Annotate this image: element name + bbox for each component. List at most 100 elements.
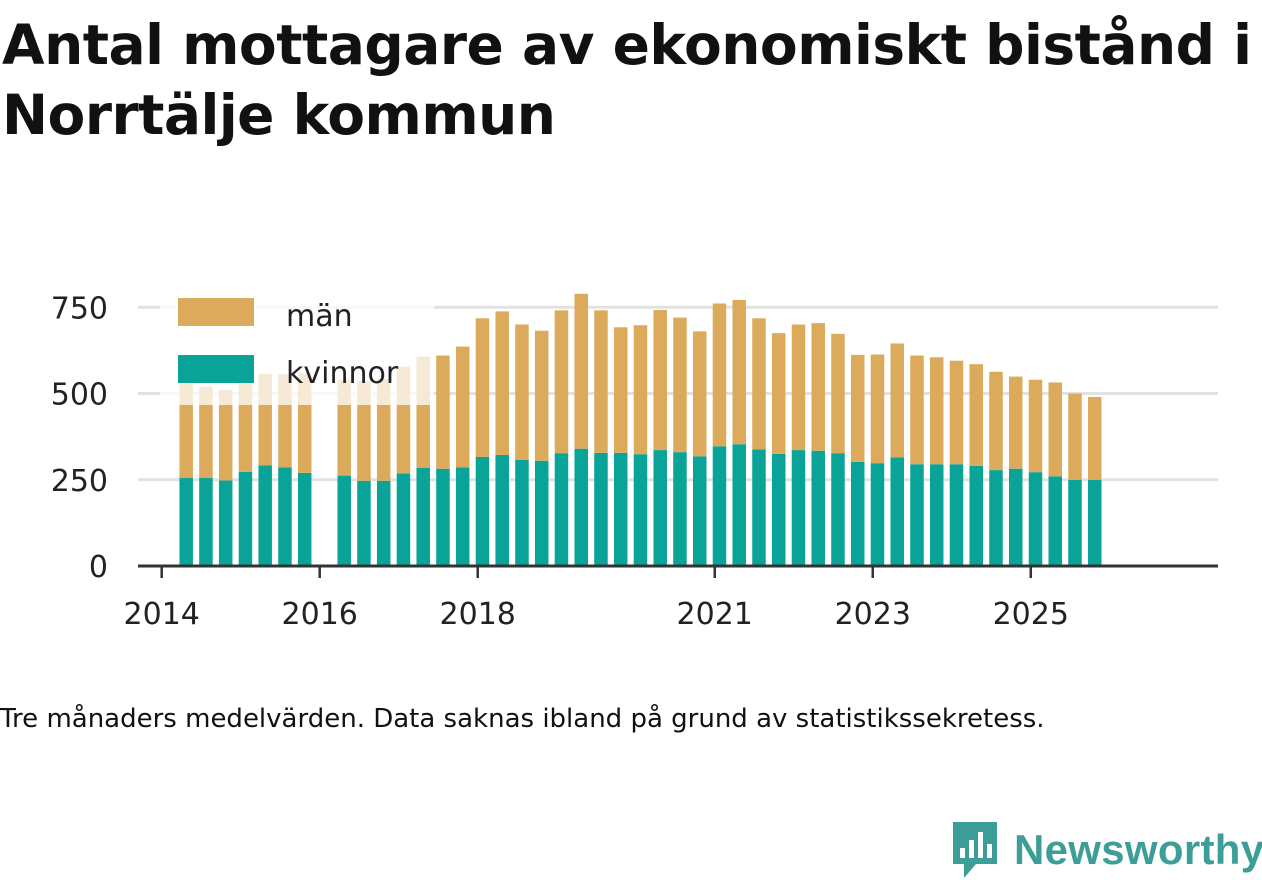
- bar-kvinnor: [811, 450, 825, 566]
- bar-kvinnor: [692, 456, 707, 566]
- bar-man: [475, 318, 490, 457]
- bar-kvinnor: [278, 467, 292, 566]
- bar-kvinnor: [495, 454, 509, 566]
- bar-kvinnor: [752, 449, 766, 566]
- brand-name: Newsworthy: [1014, 826, 1262, 873]
- legend-label-man: män: [286, 299, 353, 334]
- bar-kvinnor: [949, 464, 964, 566]
- bar-kvinnor: [732, 444, 746, 566]
- bar-kvinnor: [850, 461, 865, 566]
- bar-man: [870, 354, 885, 464]
- bar-man: [515, 324, 529, 460]
- bar-man: [594, 310, 608, 453]
- bar-man: [929, 357, 944, 465]
- bar-man: [613, 327, 628, 453]
- bar-kvinnor: [475, 456, 490, 566]
- bar-kvinnor: [969, 465, 983, 566]
- bar-kvinnor: [534, 460, 549, 566]
- bar-kvinnor: [357, 480, 371, 566]
- bar-man: [910, 355, 924, 465]
- bar-man: [850, 354, 865, 462]
- bar-kvinnor: [870, 463, 885, 566]
- bar-kvinnor: [594, 452, 608, 566]
- bar-man: [752, 318, 766, 450]
- axes: 0 250 500 750 2014 2016 2018 2021 2023 2025: [51, 291, 1218, 632]
- bar-man: [890, 343, 904, 458]
- legend-label-kvinnor: kvinnor: [286, 356, 399, 391]
- y-tick-label: 250: [51, 464, 108, 499]
- bar-man: [831, 333, 845, 454]
- bar-kvinnor: [218, 480, 233, 566]
- chart-caption: Tre månaders medelvärden. Data saknas ib…: [0, 704, 1045, 734]
- bar-kvinnor: [297, 472, 312, 566]
- bar-kvinnor: [1088, 479, 1102, 566]
- newsworthy-logo: Newsworthy: [950, 820, 1262, 880]
- x-tick-label: 2014: [124, 597, 200, 632]
- bar-kvinnor: [515, 459, 529, 566]
- bar-kvinnor: [396, 473, 411, 566]
- bar-man: [989, 371, 1003, 471]
- stacked-bar-chart: män kvinnor 0 250 500 750 2014 2016 2018 2021 20…: [50, 287, 1218, 632]
- x-tick-label: 2025: [993, 597, 1069, 632]
- bar-kvinnor: [238, 471, 253, 566]
- bar-kvinnor: [199, 478, 213, 566]
- bar-kvinnor: [890, 457, 904, 566]
- y-tick-label: 0: [89, 550, 108, 585]
- bar-kvinnor: [712, 446, 727, 566]
- legend: män kvinnor: [160, 287, 434, 405]
- bar-kvinnor: [1028, 472, 1043, 566]
- bar-man: [633, 325, 648, 455]
- bar-kvinnor: [436, 468, 450, 566]
- bar-man: [436, 355, 450, 469]
- bar-man: [712, 303, 727, 447]
- bar-man: [732, 300, 746, 445]
- newsworthy-logo-icon: [953, 822, 997, 878]
- x-tick-label: 2021: [677, 597, 753, 632]
- bar-kvinnor: [653, 450, 667, 566]
- bar-man: [692, 331, 707, 457]
- bar-kvinnor: [1048, 476, 1062, 566]
- bar-man: [1048, 382, 1062, 477]
- bar-man: [534, 330, 549, 461]
- bar-man: [811, 323, 825, 451]
- bar-man: [1088, 396, 1102, 480]
- bar-kvinnor: [455, 467, 470, 566]
- bar-series: [179, 293, 1102, 566]
- bar-man: [1028, 379, 1043, 473]
- legend-swatch-man: [178, 298, 254, 326]
- bar-man: [218, 390, 233, 481]
- bar-man: [357, 380, 371, 481]
- bar-kvinnor: [337, 475, 351, 566]
- y-tick-label: 500: [51, 378, 108, 413]
- bar-kvinnor: [179, 478, 193, 566]
- bar-kvinnor: [791, 450, 806, 566]
- bar-man: [771, 333, 786, 454]
- bar-kvinnor: [613, 452, 628, 566]
- chart-title: Antal mottagare av ekonomiskt bistånd i …: [2, 13, 1252, 147]
- bar-man: [653, 310, 667, 451]
- x-tick-label: 2016: [282, 597, 358, 632]
- bar-kvinnor: [554, 453, 569, 566]
- bar-kvinnor: [910, 464, 924, 566]
- bar-man: [455, 346, 470, 468]
- x-tick-label: 2023: [835, 597, 911, 632]
- bar-kvinnor: [673, 452, 687, 566]
- bar-kvinnor: [574, 448, 588, 566]
- x-tick-label: 2018: [440, 597, 516, 632]
- bar-man: [949, 360, 964, 465]
- bar-kvinnor: [633, 454, 648, 566]
- bar-man: [791, 324, 806, 451]
- bar-man: [1068, 393, 1082, 480]
- bar-kvinnor: [929, 464, 944, 566]
- bar-kvinnor: [1008, 468, 1023, 566]
- bar-man: [673, 317, 687, 453]
- bar-man: [1008, 376, 1023, 469]
- bar-kvinnor: [376, 480, 391, 566]
- legend-swatch-kvinnor: [178, 355, 254, 383]
- bar-kvinnor: [1068, 479, 1082, 566]
- bar-man: [495, 311, 509, 455]
- bar-kvinnor: [771, 453, 786, 566]
- y-tick-label: 750: [51, 291, 108, 326]
- bar-man: [574, 293, 588, 449]
- bar-man: [199, 386, 213, 479]
